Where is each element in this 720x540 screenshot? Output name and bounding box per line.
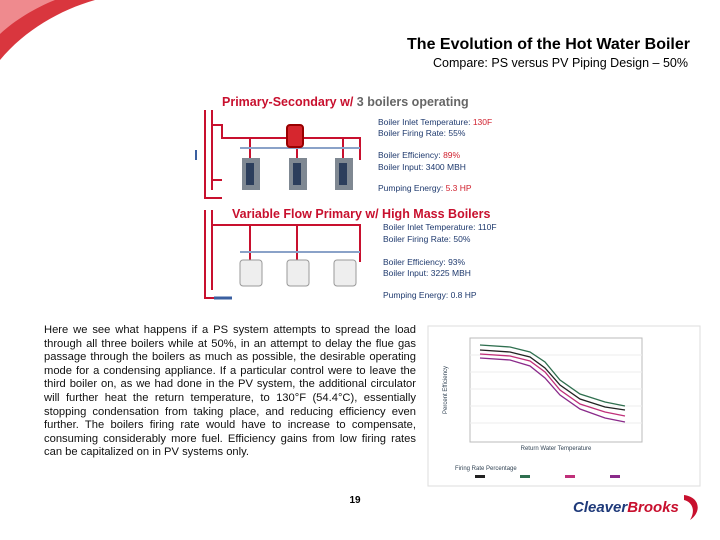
spec-line: Boiler Inlet Temperature: 130F — [378, 117, 492, 127]
spec-label: Boiler Input: — [378, 162, 423, 172]
efficiency-chart: Percent Efficiency Return Water Temperat… — [427, 325, 701, 487]
spec-label: Boiler Inlet Temperature: — [378, 117, 470, 127]
ps-diagram: Primary-Secondary w/ 3 boilers operating — [195, 95, 469, 199]
spec-value: 130F — [473, 117, 492, 127]
y-axis-title: Percent Efficiency — [443, 366, 449, 414]
spec-line: Boiler Firing Rate: 50% — [383, 234, 471, 244]
corner-swoosh-light — [0, 0, 55, 34]
spec-line: Boiler Input: 3225 MBH — [383, 268, 471, 278]
spec-value: 55% — [448, 128, 465, 138]
body-text: Here we see what happens if a PS system … — [44, 324, 416, 459]
spec-label: Boiler Firing Rate: — [383, 234, 451, 244]
spec-label: Pumping Energy: — [378, 183, 443, 193]
spec-label: Boiler Efficiency: — [378, 150, 441, 160]
legend-title: Firing Rate Percentage — [455, 466, 517, 472]
spec-label: Boiler Inlet Temperature: — [383, 222, 475, 232]
spec-label: Pumping Energy: — [383, 290, 448, 300]
logo-text: CleaverBrooks — [573, 499, 679, 516]
diagram-heading: Variable Flow Primary w/ High Mass Boile… — [232, 207, 490, 221]
spec-label: Boiler Efficiency: — [383, 257, 446, 267]
spec-line: Boiler Input: 3400 MBH — [378, 162, 466, 172]
spec-value: 89% — [443, 150, 460, 160]
pv-diagram: Variable Flow Primary w/ High Mass Boile… — [204, 207, 490, 300]
legend-swatches — [475, 475, 620, 478]
spec-value: 50% — [453, 234, 470, 244]
spec-value: 0.8 HP — [451, 290, 477, 300]
spec-label: Boiler Firing Rate: — [378, 128, 446, 138]
spec-line: Pumping Energy: 0.8 HP — [383, 290, 477, 300]
x-axis-title: Return Water Temperature — [521, 446, 592, 452]
spec-value: 3400 MBH — [426, 162, 466, 172]
logo: CleaverBrooks — [573, 495, 698, 520]
spec-label: Boiler Input: — [383, 268, 428, 278]
spec-value: 110F — [478, 222, 497, 232]
spec-line: Boiler Inlet Temperature: 110F — [383, 222, 497, 232]
spec-line: Boiler Efficiency: 89% — [378, 150, 461, 160]
spec-line: Pumping Energy: 5.3 HP — [378, 183, 472, 193]
diagram-heading: Primary-Secondary w/ 3 boilers operating — [222, 95, 469, 109]
page-number: 19 — [349, 495, 361, 506]
spec-line: Boiler Firing Rate: 55% — [378, 128, 466, 138]
title: The Evolution of the Hot Water Boiler — [407, 36, 690, 53]
spec-value: 93% — [448, 257, 465, 267]
spec-value: 5.3 HP — [446, 183, 472, 193]
spec-line: Boiler Efficiency: 93% — [383, 257, 466, 267]
spec-value: 3225 MBH — [431, 268, 471, 278]
subtitle: Compare: PS versus PV Piping Design – 50… — [433, 56, 688, 70]
curves — [479, 344, 626, 423]
